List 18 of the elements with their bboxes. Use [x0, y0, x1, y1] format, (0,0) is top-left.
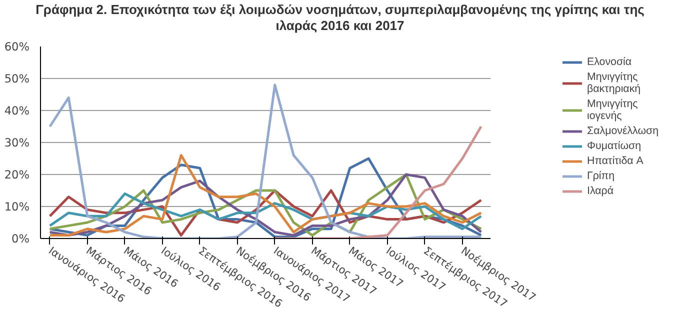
y-tick-label: 0%	[12, 232, 30, 246]
y-tick-label: 10%	[4, 200, 30, 214]
line-series	[48, 84, 482, 238]
legend-label: Μηνιγγίτης βακτηριακή	[587, 71, 641, 95]
y-tick-label: 40%	[4, 104, 30, 118]
y-tick-label: 60%	[4, 40, 30, 54]
y-tick-label: 20%	[4, 168, 30, 182]
legend-label: Ελονοσία	[587, 56, 632, 68]
legend-label: Ιλαρά	[587, 185, 614, 197]
legend-label: Γρίπη	[587, 170, 615, 182]
legend-label: Φυματίωση	[587, 140, 642, 152]
line-series	[274, 125, 482, 238]
legend-label: Σαλμονέλλωση	[587, 125, 659, 137]
legend-label: Ηπατίτιδα A	[587, 155, 644, 167]
chart-title: Γράφημα 2. Εποχικότητα των έξι λοιμωδών νοσημάτων, συμπεριλαμβανομένης της γρίπης και της ιλαράς 2016 και 2017	[34, 2, 646, 34]
y-tick-label: 50%	[4, 72, 30, 86]
legend-label: Μηνιγγίτης ιογενής	[587, 98, 638, 122]
y-tick-label: 30%	[4, 136, 30, 150]
